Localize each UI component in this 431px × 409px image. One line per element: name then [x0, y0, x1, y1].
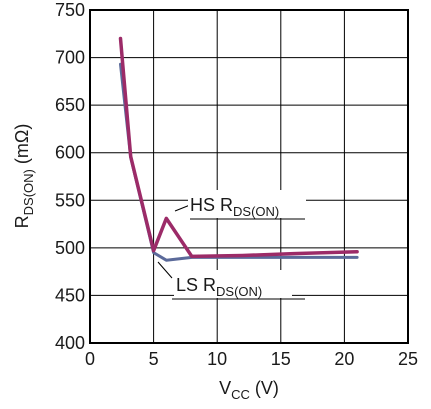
y-tick-label: 400 [55, 333, 85, 353]
x-tick-label: 15 [271, 349, 291, 369]
y-title-main: R [12, 215, 32, 228]
x-title-main: V [219, 378, 231, 398]
y-tick-label: 650 [55, 95, 85, 115]
y-tick-label: 450 [55, 285, 85, 305]
x-tick-label: 20 [334, 349, 354, 369]
y-tick-label: 550 [55, 190, 85, 210]
plot-frame [89, 9, 409, 344]
series-lines [118, 36, 359, 262]
y-title-sub: DS(ON) [21, 169, 36, 215]
hs-label-sub: DS(ON) [233, 204, 279, 219]
ls-annotation: LS RDS(ON) [174, 270, 292, 299]
y-tick-label: 700 [55, 48, 85, 68]
svg-text:LS RDS(ON): LS RDS(ON) [176, 275, 262, 299]
x-tick-label: 5 [149, 349, 159, 369]
x-axis-title: VCC (V) [219, 378, 279, 402]
y-tick-label: 750 [55, 0, 85, 20]
x-tick-label: 25 [398, 349, 418, 369]
y-title-rest: (mΩ) [12, 124, 32, 169]
x-title-rest: (V) [250, 378, 279, 398]
hs-annotation-leader [174, 204, 191, 212]
x-title-sub: CC [231, 387, 250, 402]
ls-label-main: LS R [176, 275, 216, 295]
hs-rdson-series-line [118, 36, 359, 259]
hs-annotation: HS RDS(ON) [188, 190, 306, 219]
y-axis-title: RDS(ON) (mΩ) [12, 124, 36, 229]
ls-label-sub: DS(ON) [216, 284, 262, 299]
ls-annotation-leader [157, 261, 173, 279]
y-tick-label: 600 [55, 143, 85, 163]
svg-text:HS RDS(ON): HS RDS(ON) [190, 195, 279, 219]
x-tick-label: 10 [207, 349, 227, 369]
y-tick-label: 500 [55, 238, 85, 258]
x-tick-label: 0 [85, 349, 95, 369]
hs-label-main: HS R [190, 195, 233, 215]
tick-labels: 400 450 500 550 600 650 700 750 0 5 10 15 20 25 [55, 0, 418, 369]
